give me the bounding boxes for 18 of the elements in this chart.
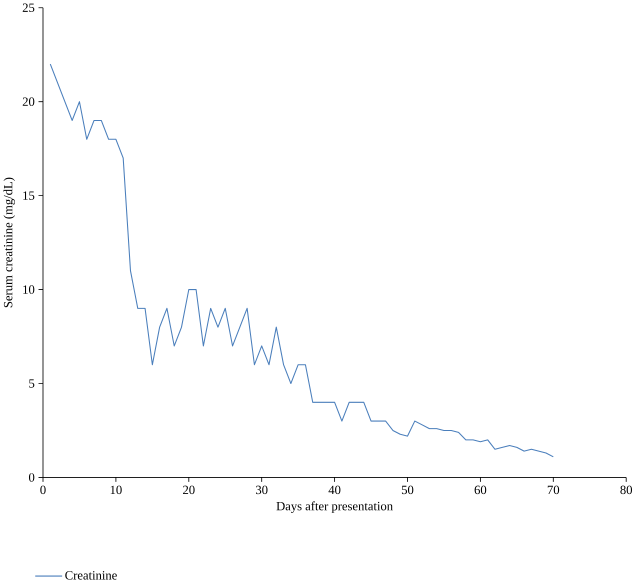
x-tick-label: 30 [256, 486, 268, 494]
y-tick-label: 5 [29, 379, 34, 388]
x-tick-label: 40 [328, 486, 340, 494]
y-tick-label: 20 [22, 97, 34, 106]
x-tick-label: 50 [402, 486, 414, 494]
x-tick-label: 60 [474, 486, 486, 494]
y-tick-label: 10 [23, 285, 34, 294]
legend-label: Creatinine [65, 570, 117, 580]
y-tick-label: 15 [23, 191, 34, 200]
x-tick-label: 10 [110, 486, 122, 494]
x-tick-label: 0 [40, 486, 46, 494]
y-axis-title: Serum creatinine (mg/dL) [4, 178, 15, 308]
x-tick-label: 70 [548, 486, 560, 494]
x-tick-label: 20 [183, 486, 195, 494]
y-tick-label: 25 [22, 3, 34, 12]
x-tick-label: 80 [620, 486, 632, 494]
y-tick-label: 0 [28, 473, 34, 482]
x-axis-title: Days after presentation [276, 501, 393, 513]
